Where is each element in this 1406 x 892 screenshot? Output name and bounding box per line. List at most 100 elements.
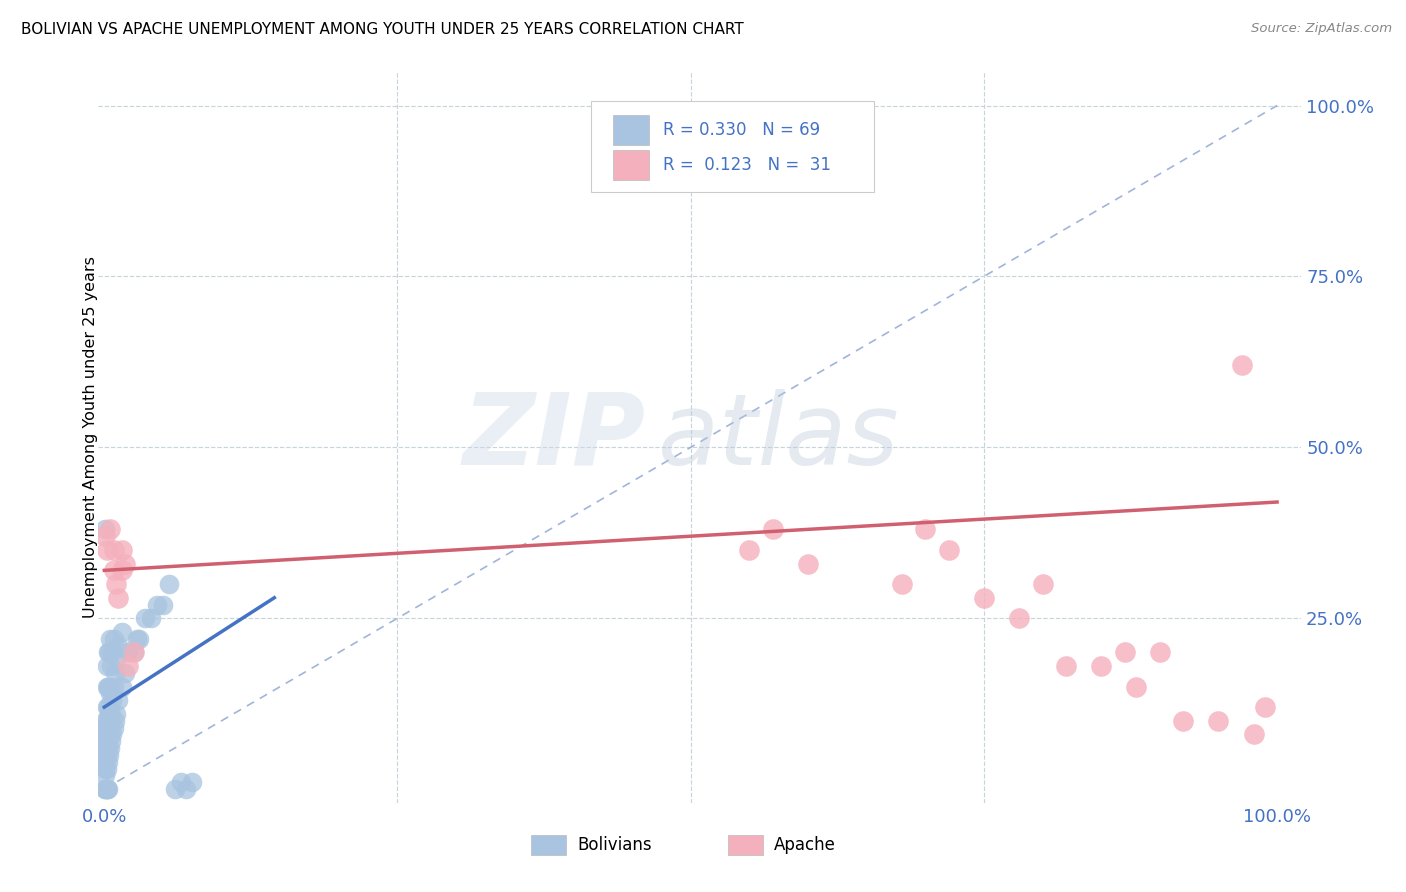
Point	[96, 762, 118, 776]
Point	[96, 747, 118, 762]
Point	[94, 782, 117, 797]
Point	[97, 700, 120, 714]
Point	[98, 721, 121, 735]
Point	[105, 577, 128, 591]
Point	[94, 734, 117, 748]
Text: atlas: atlas	[658, 389, 898, 485]
Point	[98, 522, 121, 536]
Point	[146, 598, 169, 612]
Point	[100, 734, 122, 748]
Point	[157, 577, 180, 591]
Point	[98, 686, 121, 700]
Point	[100, 659, 122, 673]
Point	[94, 522, 117, 536]
Point	[94, 747, 117, 762]
Point	[103, 563, 125, 577]
Bar	[613, 115, 650, 145]
Point	[1125, 680, 1147, 694]
Point	[94, 782, 117, 797]
Point	[107, 591, 129, 605]
Point	[98, 645, 121, 659]
Point	[103, 542, 125, 557]
Point	[97, 782, 120, 797]
Point	[94, 529, 117, 543]
Point	[973, 591, 995, 605]
Point	[914, 522, 936, 536]
Point	[97, 755, 120, 769]
Point	[94, 768, 117, 782]
Point	[1149, 645, 1171, 659]
Point	[1008, 611, 1031, 625]
Text: R =  0.123   N =  31: R = 0.123 N = 31	[664, 156, 831, 174]
Point	[98, 741, 121, 756]
Point	[98, 680, 121, 694]
Point	[94, 741, 117, 756]
Text: Apache: Apache	[775, 836, 837, 854]
Text: R = 0.330   N = 69: R = 0.330 N = 69	[664, 121, 821, 139]
Point	[152, 598, 174, 612]
Point	[169, 775, 191, 789]
Point	[104, 714, 127, 728]
Point	[94, 714, 117, 728]
Point	[114, 557, 136, 571]
Point	[96, 659, 118, 673]
Point	[762, 522, 785, 536]
Point	[1254, 700, 1277, 714]
Point	[98, 727, 121, 741]
Point	[107, 693, 129, 707]
Point	[1230, 359, 1253, 373]
Point	[97, 741, 120, 756]
Point	[890, 577, 912, 591]
Point	[96, 782, 118, 797]
Point	[127, 632, 149, 646]
Point	[105, 652, 128, 666]
Point	[96, 700, 118, 714]
Point	[105, 706, 128, 721]
Point	[96, 782, 118, 797]
Bar	[613, 151, 650, 179]
Point	[96, 714, 118, 728]
Point	[98, 706, 121, 721]
Point	[101, 645, 124, 659]
Point	[797, 557, 820, 571]
Point	[97, 645, 120, 659]
Text: Source: ZipAtlas.com: Source: ZipAtlas.com	[1251, 22, 1392, 36]
Point	[134, 611, 156, 625]
Point	[938, 542, 960, 557]
Point	[111, 624, 134, 639]
Point	[96, 542, 118, 557]
Point	[103, 721, 125, 735]
Point	[103, 680, 125, 694]
Point	[128, 632, 150, 646]
Point	[117, 645, 139, 659]
Point	[100, 706, 122, 721]
Point	[163, 782, 186, 797]
Point	[738, 542, 761, 557]
Text: ZIP: ZIP	[463, 389, 645, 485]
Point	[94, 755, 117, 769]
Text: BOLIVIAN VS APACHE UNEMPLOYMENT AMONG YOUTH UNDER 25 YEARS CORRELATION CHART: BOLIVIAN VS APACHE UNEMPLOYMENT AMONG YO…	[21, 22, 744, 37]
Point	[94, 727, 117, 741]
Point	[101, 727, 124, 741]
Point	[141, 611, 163, 625]
Point	[98, 747, 121, 762]
Point	[1114, 645, 1136, 659]
Point	[1208, 714, 1230, 728]
FancyBboxPatch shape	[592, 101, 873, 192]
Point	[111, 680, 134, 694]
Point	[98, 632, 121, 646]
Point	[1243, 727, 1265, 741]
Point	[181, 775, 204, 789]
Point	[114, 665, 136, 680]
Point	[176, 782, 198, 797]
Point	[122, 645, 145, 659]
Point	[111, 563, 134, 577]
Point	[94, 721, 117, 735]
Point	[1090, 659, 1112, 673]
Point	[111, 542, 134, 557]
Point	[96, 680, 118, 694]
Point	[1031, 577, 1053, 591]
Point	[103, 632, 125, 646]
Point	[1054, 659, 1077, 673]
Point	[117, 659, 139, 673]
